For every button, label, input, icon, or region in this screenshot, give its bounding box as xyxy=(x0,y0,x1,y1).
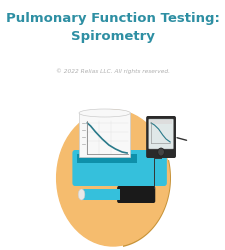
FancyBboxPatch shape xyxy=(72,150,166,186)
Circle shape xyxy=(56,110,169,246)
Text: Spirometry: Spirometry xyxy=(71,30,154,43)
Bar xyxy=(81,189,120,200)
Circle shape xyxy=(157,148,164,156)
Polygon shape xyxy=(112,160,170,247)
FancyBboxPatch shape xyxy=(117,186,155,203)
Text: Pulmonary Function Testing:: Pulmonary Function Testing: xyxy=(6,12,219,25)
Ellipse shape xyxy=(79,109,130,117)
Bar xyxy=(79,113,130,157)
FancyBboxPatch shape xyxy=(148,119,173,149)
Text: © 2022 Relias LLC. All rights reserved.: © 2022 Relias LLC. All rights reserved. xyxy=(56,68,169,74)
Ellipse shape xyxy=(78,189,84,200)
Bar xyxy=(77,154,136,163)
FancyBboxPatch shape xyxy=(146,116,175,158)
Bar xyxy=(150,120,171,124)
